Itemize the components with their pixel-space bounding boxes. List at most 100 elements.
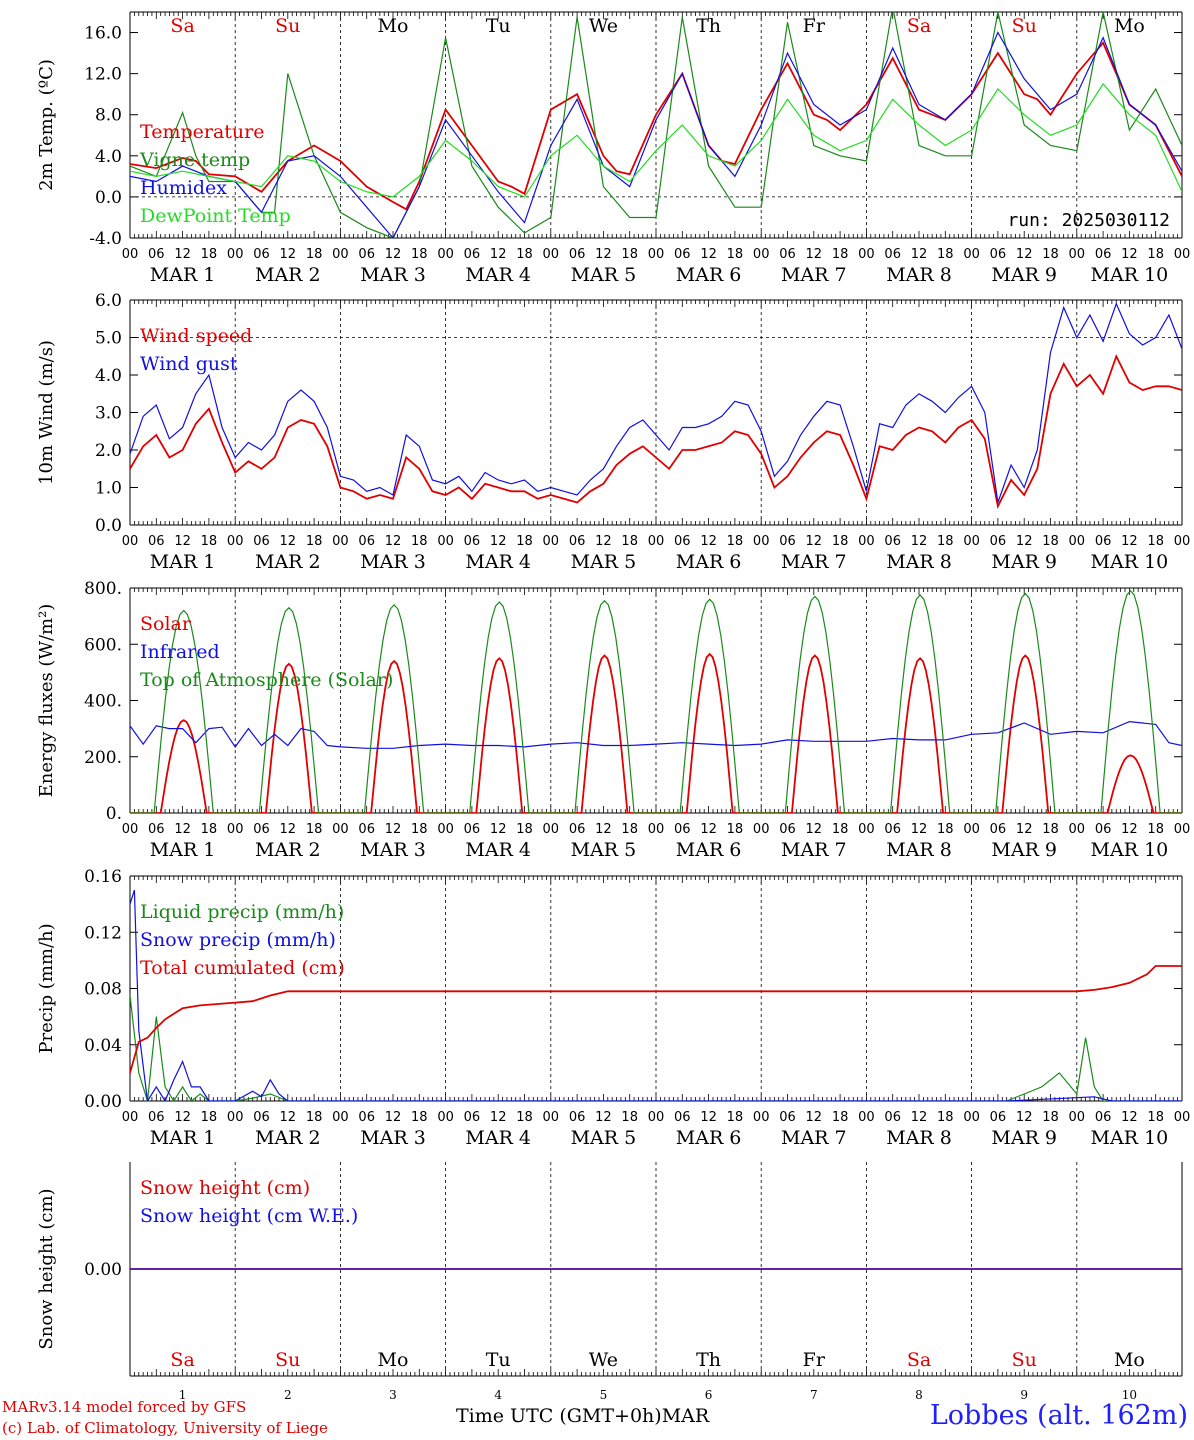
x-hour-label: 06 — [464, 822, 481, 837]
x-day-label: MAR 10 — [1091, 551, 1169, 573]
x-day-label: MAR 2 — [255, 1127, 321, 1149]
x-hour-label: 18 — [306, 822, 323, 837]
series-line — [130, 652, 1182, 813]
x-day-label: MAR 4 — [465, 264, 531, 286]
y-tick-label: 0. — [106, 804, 122, 824]
y-tick-label: 0.12 — [84, 923, 122, 943]
x-hour-label: 00 — [437, 822, 454, 837]
legend-entry: Solar — [140, 613, 192, 635]
x-hour-label: 12 — [174, 822, 191, 837]
day-number-label: 9 — [1020, 1388, 1028, 1402]
series-line — [130, 41, 1182, 211]
x-day-label: MAR 8 — [886, 551, 952, 573]
x-day-label: MAR 4 — [465, 839, 531, 861]
x-hour-label: 06 — [1095, 247, 1112, 262]
y-tick-label: 4.0 — [95, 147, 122, 167]
y-tick-label: 0.16 — [84, 867, 122, 887]
x-hour-label: 06 — [464, 1110, 481, 1125]
x-hour-label: 18 — [937, 822, 954, 837]
x-hour-label: 12 — [595, 534, 612, 549]
weekday-label: Sa — [170, 15, 194, 37]
x-hour-label: 12 — [490, 1110, 507, 1125]
y-tick-label: -4.0 — [89, 229, 122, 249]
x-day-label: MAR 8 — [886, 264, 952, 286]
x-hour-label: 18 — [937, 247, 954, 262]
x-hour-label: 18 — [306, 1110, 323, 1125]
weekday-label: Th — [696, 1349, 721, 1371]
x-hour-label: 00 — [332, 247, 349, 262]
x-hour-label: 12 — [385, 1110, 402, 1125]
weekday-label: Mo — [378, 1349, 409, 1371]
x-hour-label: 00 — [753, 534, 770, 549]
x-hour-label: 12 — [806, 534, 823, 549]
y-axis-label: 10m Wind (m/s) — [36, 340, 57, 485]
day-number-label: 8 — [915, 1388, 923, 1402]
x-hour-label: 06 — [569, 822, 586, 837]
x-hour-label: 18 — [832, 247, 849, 262]
x-hour-label: 18 — [201, 247, 218, 262]
series-line — [130, 720, 1182, 749]
x-hour-label: 00 — [437, 1110, 454, 1125]
x-day-label: MAR 1 — [150, 551, 216, 573]
panel-5: 0.00 Snow height (cm) Sa Su Mo Tu We Th Fr Sa Su Mo… — [36, 1162, 1183, 1402]
x-day-label: MAR 5 — [571, 551, 637, 573]
x-hour-label: 00 — [963, 534, 980, 549]
x-hour-label: 00 — [1069, 1110, 1086, 1125]
y-tick-label: 800. — [84, 579, 122, 599]
x-hour-label: 12 — [700, 534, 717, 549]
y-axis-label: Energy fluxes (W/m²) — [36, 604, 57, 798]
x-hour-label: 12 — [1016, 534, 1033, 549]
x-hour-label: 00 — [332, 534, 349, 549]
x-hour-label: 12 — [806, 822, 823, 837]
station-name: Lobbes (alt. 162m) — [929, 1400, 1188, 1431]
x-hour-label: 12 — [174, 247, 191, 262]
x-hour-label: 18 — [1042, 247, 1059, 262]
series-line — [130, 353, 1182, 510]
x-day-label: MAR 9 — [991, 1127, 1057, 1149]
x-hour-label: 00 — [437, 247, 454, 262]
legend-entry: Infrared — [140, 641, 220, 663]
x-hour-label: 18 — [516, 534, 533, 549]
x-hour-label: 18 — [516, 247, 533, 262]
x-hour-label: 06 — [779, 534, 796, 549]
x-hour-label: 00 — [122, 822, 139, 837]
legend-entry: Snow precip (mm/h) — [140, 929, 336, 951]
x-day-label: MAR 8 — [886, 1127, 952, 1149]
x-axis-title: Time UTC (GMT+0h)MAR — [456, 1405, 709, 1427]
y-tick-label: 0.00 — [84, 1092, 122, 1112]
series-line — [130, 965, 1182, 1074]
y-axis-label: 2m Temp. (ºC) — [36, 59, 57, 191]
x-day-label: MAR 3 — [360, 551, 426, 573]
x-hour-label: 06 — [1095, 534, 1112, 549]
y-tick-label: 12.0 — [84, 65, 122, 85]
x-hour-label: 00 — [122, 1110, 139, 1125]
x-hour-label: 00 — [753, 1110, 770, 1125]
x-hour-label: 00 — [227, 247, 244, 262]
x-hour-label: 06 — [464, 247, 481, 262]
legend-entry: Snow height (cm) — [140, 1177, 310, 1199]
x-hour-label: 18 — [621, 534, 638, 549]
x-hour-label: 12 — [280, 822, 297, 837]
series-line — [130, 589, 1182, 813]
x-day-label: MAR 9 — [991, 551, 1057, 573]
series-line — [130, 12, 1182, 238]
x-hour-label: 18 — [411, 247, 428, 262]
x-hour-label: 18 — [306, 534, 323, 549]
y-tick-label: 3.0 — [95, 404, 122, 424]
x-hour-label: 18 — [411, 534, 428, 549]
x-day-label: MAR 3 — [360, 1127, 426, 1149]
x-hour-label: 12 — [595, 1110, 612, 1125]
x-hour-label: 06 — [779, 1110, 796, 1125]
x-hour-label: 00 — [1069, 247, 1086, 262]
x-hour-label: 18 — [832, 822, 849, 837]
x-hour-label: 18 — [937, 1110, 954, 1125]
panel-3: 0. 200. 400. 600. 800. Energy fluxes (W/m²) 00… — [36, 579, 1190, 861]
x-hour-label: 00 — [1174, 247, 1191, 262]
x-hour-label: 06 — [779, 247, 796, 262]
x-hour-label: 06 — [464, 534, 481, 549]
x-hour-label: 12 — [700, 1110, 717, 1125]
weekday-label: Su — [1012, 15, 1037, 37]
x-hour-label: 00 — [122, 534, 139, 549]
x-hour-label: 00 — [648, 822, 665, 837]
model-credit: MARv3.14 model forced by GFS — [2, 1398, 247, 1416]
